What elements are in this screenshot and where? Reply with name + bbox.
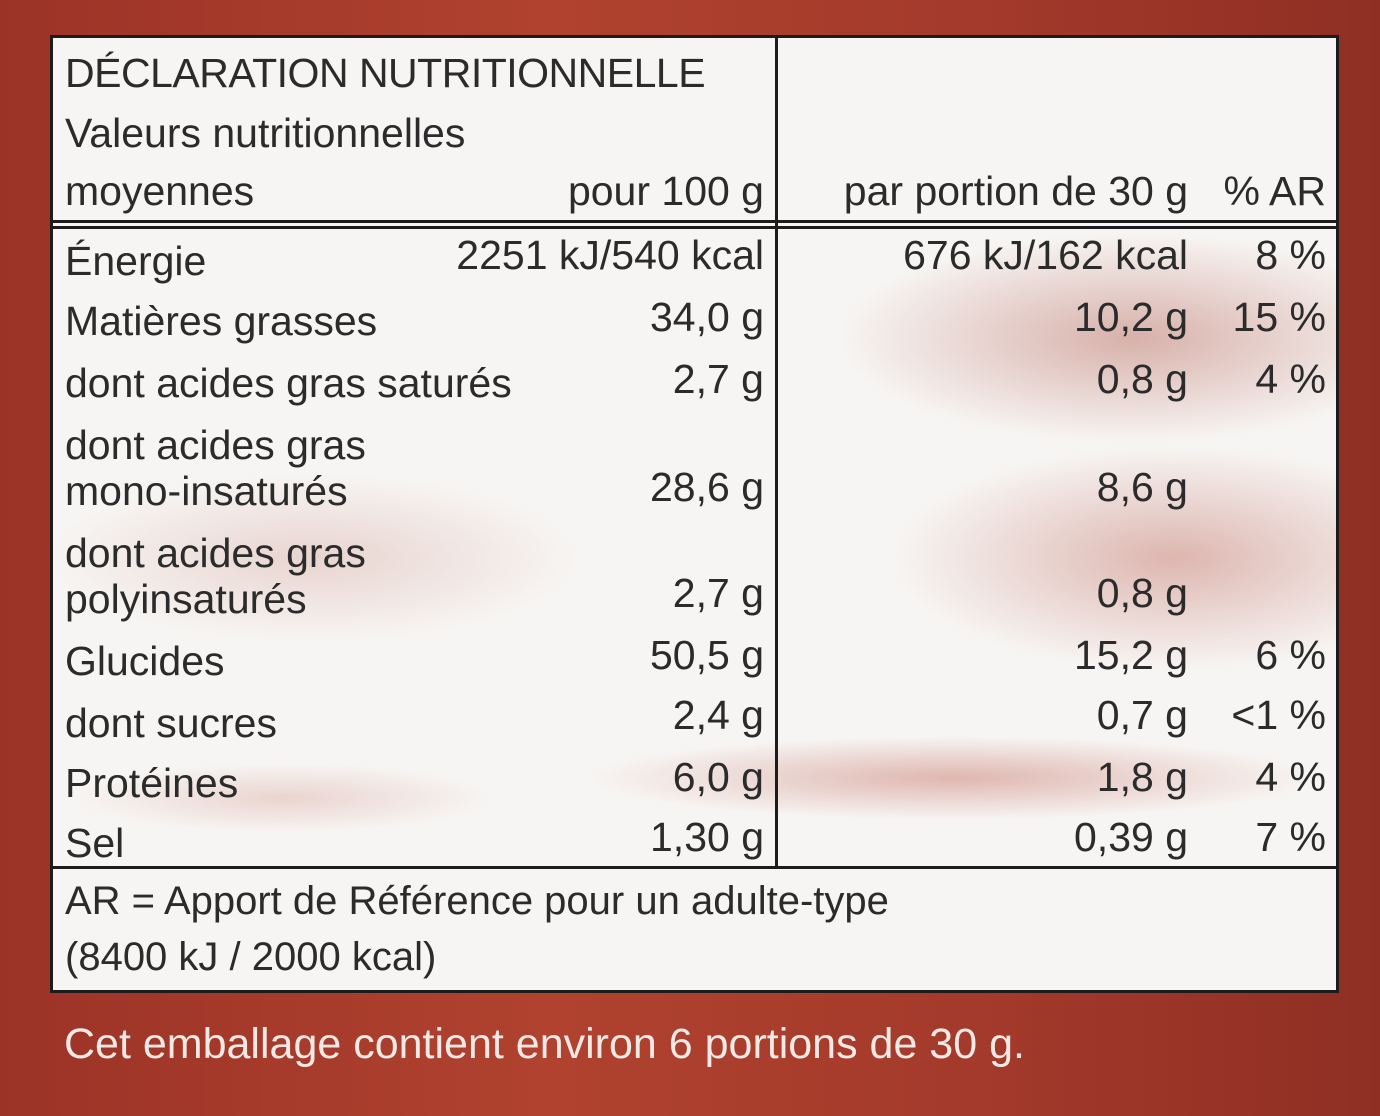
package-portion-note: Cet emballage contient environ 6 portion…: [64, 1020, 1025, 1068]
row-value-ar: 4 %: [1255, 754, 1326, 800]
row-value-portion: 0,8 g: [1096, 570, 1188, 616]
row-value-per100: 50,5 g: [650, 632, 764, 678]
row-value-ar: <1 %: [1231, 692, 1326, 738]
row-value-per100: 2,7 g: [672, 356, 764, 402]
row-label-proteines: Protéines: [65, 760, 239, 806]
row-value-per100: 28,6 g: [650, 464, 764, 510]
table-subtitle-line2: moyennes: [65, 168, 255, 214]
row-value-ar: 6 %: [1255, 632, 1326, 678]
row-label-mono-line2: mono-insaturés: [65, 468, 348, 514]
row-value-portion: 15,2 g: [1074, 632, 1188, 678]
row-value-portion: 0,8 g: [1096, 356, 1188, 402]
column-divider: [775, 38, 778, 868]
row-label-glucides: Glucides: [65, 638, 225, 684]
footer-divider: [53, 866, 1336, 869]
row-value-per100: 6,0 g: [672, 754, 764, 800]
row-label-satures: dont acides gras saturés: [65, 360, 512, 406]
row-label-poly-line1: dont acides gras: [65, 530, 366, 576]
row-label-energie: Énergie: [65, 238, 207, 284]
row-value-per100: 2251 kJ/540 kcal: [456, 232, 764, 278]
row-value-portion: 676 kJ/162 kcal: [903, 232, 1188, 278]
column-header-per-portion: par portion de 30 g: [843, 168, 1188, 214]
footnote-line2: (8400 kJ / 2000 kcal): [65, 935, 437, 979]
header-divider: [53, 220, 1336, 223]
row-value-ar: 15 %: [1232, 294, 1326, 340]
row-label-matieres-grasses: Matières grasses: [65, 298, 378, 344]
row-label-sucres: dont sucres: [65, 700, 277, 746]
row-value-portion: 1,8 g: [1096, 754, 1188, 800]
header-divider-double: [53, 226, 1336, 229]
row-value-ar: 7 %: [1255, 814, 1326, 860]
row-value-portion: 0,7 g: [1096, 692, 1188, 738]
column-header-per-100g: pour 100 g: [567, 168, 764, 214]
row-value-per100: 34,0 g: [650, 294, 764, 340]
row-value-per100: 2,4 g: [672, 692, 764, 738]
row-value-portion: 8,6 g: [1096, 464, 1188, 510]
row-value-portion: 0,39 g: [1074, 814, 1188, 860]
row-value-ar: 4 %: [1255, 356, 1326, 402]
column-header-percent-ar: % AR: [1223, 168, 1326, 214]
row-value-per100: 2,7 g: [672, 570, 764, 616]
row-label-sel: Sel: [65, 820, 125, 866]
row-label-poly-line2: polyinsaturés: [65, 576, 307, 622]
row-label-mono-line1: dont acides gras: [65, 422, 366, 468]
row-value-ar: 8 %: [1255, 232, 1326, 278]
row-value-per100: 1,30 g: [650, 814, 764, 860]
footnote-line1: AR = Apport de Référence pour un adulte-…: [65, 879, 889, 923]
row-value-portion: 10,2 g: [1074, 294, 1188, 340]
nutrition-table: DÉCLARATION NUTRITIONNELLE Valeurs nutri…: [50, 35, 1339, 993]
table-title: DÉCLARATION NUTRITIONNELLE: [65, 50, 706, 96]
table-subtitle-line1: Valeurs nutritionnelles: [65, 110, 466, 156]
